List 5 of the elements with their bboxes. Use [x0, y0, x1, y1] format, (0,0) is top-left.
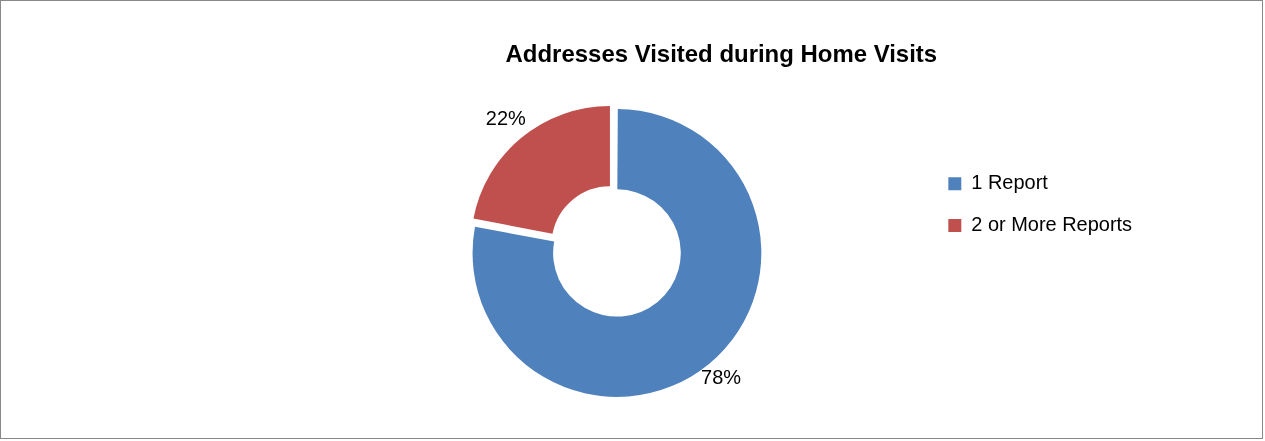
- data-label: 78%: [701, 365, 742, 388]
- legend-label: 1 Report: [971, 171, 1049, 194]
- data-label: 22%: [485, 106, 526, 129]
- legend-label: 2 or More Reports: [971, 212, 1133, 235]
- chart-title: Addresses Visited during Home Visits: [505, 39, 938, 67]
